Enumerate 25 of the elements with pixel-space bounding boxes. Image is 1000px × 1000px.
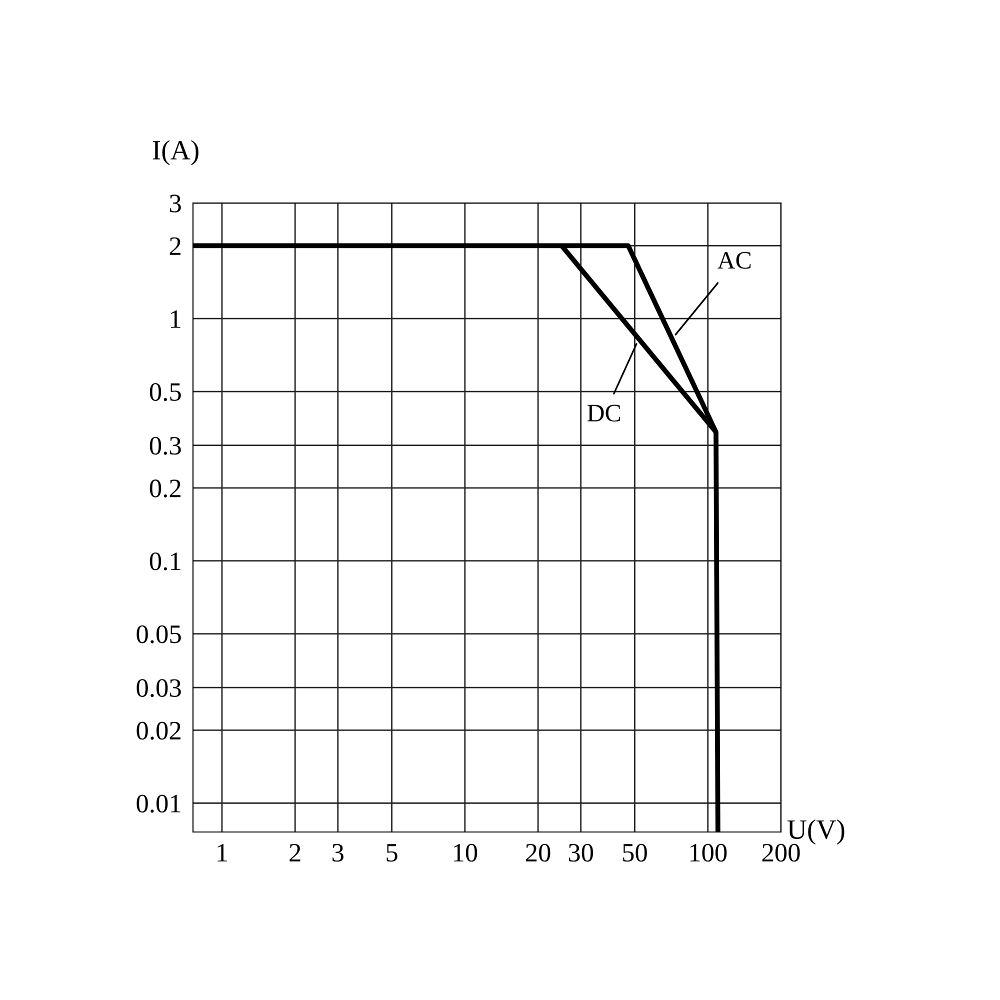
x-tick-label: 30: [568, 844, 594, 862]
y-tick-label: 0.01: [136, 794, 180, 813]
x-tick-label: 10: [454, 844, 478, 862]
y-tick-label: 0.2: [150, 480, 180, 498]
x-tick-label: 50: [623, 844, 647, 862]
x-tick-label: 200: [762, 844, 800, 862]
y-axis-title: I(A): [152, 140, 198, 166]
y-tick-label: 0.02: [136, 722, 180, 740]
x-tick-label: 1: [218, 844, 227, 862]
text: AC: [717, 252, 751, 269]
x-tick-label: 5: [386, 844, 398, 862]
x-tick-label: 3: [332, 844, 344, 862]
x-tick-label: 100: [690, 844, 727, 862]
y-tick-label: 3: [170, 194, 181, 212]
x-tick-label: 2: [290, 844, 300, 862]
y-tick-label: 2: [170, 237, 180, 255]
y-tick-label: 0.3: [150, 436, 181, 455]
legend-label: DC: [587, 404, 620, 422]
y-tick-label: 0.5: [150, 383, 181, 402]
x-axis-title: U(V): [787, 819, 844, 845]
y-tick-label: 0.03: [136, 679, 181, 698]
x-tick-label: 20: [526, 844, 550, 862]
y-tick-label: 0.1: [150, 552, 180, 570]
y-tick-label: 1: [171, 310, 180, 328]
y-tick-label: 0.05: [136, 625, 181, 644]
